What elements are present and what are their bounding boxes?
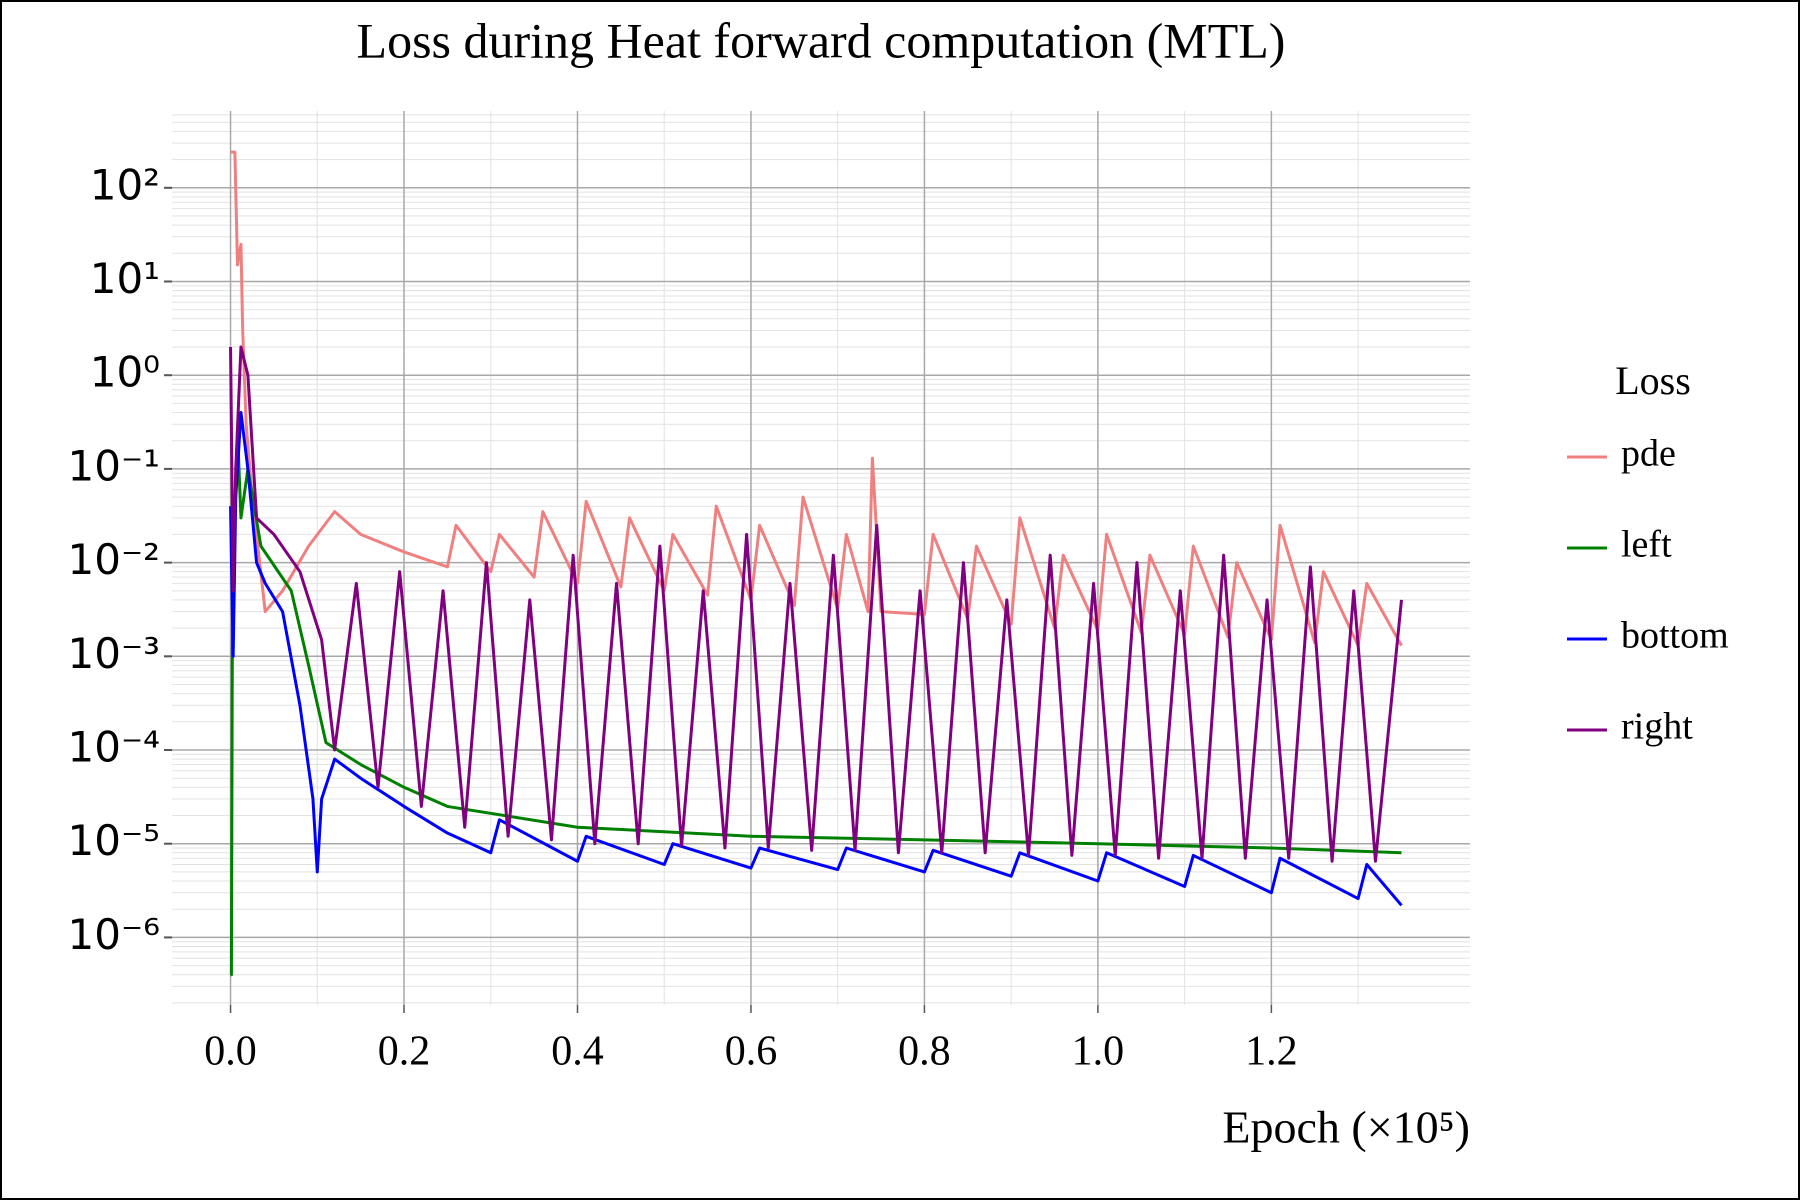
legend: pde left bottom right	[1567, 433, 1729, 748]
legend-label: left	[1621, 524, 1672, 566]
grid	[172, 111, 1470, 1005]
x-tick-label: 0.0	[204, 1029, 257, 1075]
line-series	[230, 150, 1403, 648]
y-tick-label: 10⁻¹	[68, 441, 160, 490]
x-tick-label: 1.0	[1072, 1029, 1125, 1075]
x-tick-label: 1.2	[1245, 1029, 1298, 1075]
y-tick-label: 10⁰	[90, 348, 160, 397]
legend-label: pde	[1621, 433, 1676, 475]
legend-label: bottom	[1621, 615, 1729, 657]
y-tick-label: 10⁻⁶	[68, 910, 160, 959]
x-tick-label: 0.2	[378, 1029, 431, 1075]
line-series	[229, 410, 1403, 907]
x-tick-label: 0.8	[898, 1029, 951, 1075]
y-tick-label: 10⁻⁵	[68, 816, 160, 865]
axes: 0.0 0.2 0.4 0.6 0.8 1.0 1.2 10² 10¹ 10⁰ 10⁻¹ 10⁻² 10…	[68, 160, 1298, 1074]
legend-title: Loss	[1615, 358, 1691, 403]
chart-title: Loss during Heat forward computation (MT…	[357, 12, 1286, 68]
x-axis-label: Epoch (×10⁵)	[1222, 1102, 1470, 1153]
plot-lines	[229, 150, 1403, 977]
y-tick-label: 10⁻³	[68, 629, 160, 678]
line-series	[229, 345, 1403, 863]
y-tick-label: 10⁻²	[68, 535, 160, 584]
x-tick-label: 0.6	[725, 1029, 778, 1075]
legend-label: right	[1621, 706, 1693, 748]
y-tick-label: 10⁻⁴	[68, 723, 160, 772]
y-tick-label: 10²	[90, 160, 160, 209]
y-tick-label: 10¹	[90, 254, 160, 303]
x-tick-label: 0.4	[551, 1029, 604, 1075]
